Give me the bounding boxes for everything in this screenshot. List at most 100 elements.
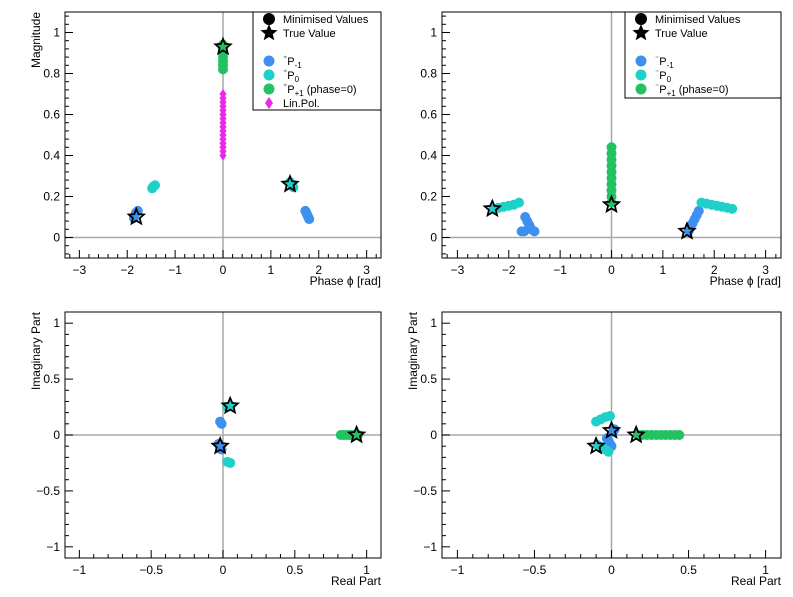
x-tick-label: 0 <box>220 263 227 277</box>
data-point-linpol <box>219 89 227 99</box>
x-tick-label: −2 <box>120 263 134 277</box>
true-value-star <box>586 435 606 455</box>
legend-label-minimised: Minimised Values <box>283 14 369 26</box>
data-point-pm1 <box>304 214 315 225</box>
legend-label-p0: ⁻P0 <box>655 68 672 84</box>
y-tick-label: 0.5 <box>43 372 60 386</box>
y-axis-title: Magnitude <box>29 12 43 68</box>
true-value-star <box>601 420 622 439</box>
data-point-pm1 <box>693 205 704 216</box>
x-tick-label: −0.5 <box>523 563 547 577</box>
data-point-p0 <box>150 180 161 191</box>
y-tick-label: 0 <box>53 231 60 245</box>
y-tick-label: 0.5 <box>420 372 437 386</box>
x-tick-label: 0 <box>608 563 615 577</box>
legend-box <box>624 11 782 99</box>
y-tick-label: 1 <box>430 26 437 40</box>
legend-label-linpol: Lin.Pol. <box>283 98 320 110</box>
legend-marker-p0 <box>263 69 275 81</box>
y-tick-label: −1 <box>46 540 60 554</box>
y-tick-label: 0 <box>53 428 60 442</box>
y-tick-label: −0.5 <box>413 484 437 498</box>
legend-marker-pm1 <box>635 55 647 67</box>
legend-marker-pm1 <box>263 55 275 67</box>
y-tick-label: 1 <box>53 316 60 330</box>
x-tick-label: −0.5 <box>139 563 163 577</box>
y-tick-label: 0.2 <box>43 190 60 204</box>
x-tick-label: 1 <box>363 563 370 577</box>
x-tick-label: 1 <box>762 563 769 577</box>
true-value-star <box>126 206 147 226</box>
data-point-p0 <box>225 457 236 468</box>
true-value-star <box>677 221 697 240</box>
y-tick-label: 0.6 <box>43 108 60 122</box>
legend-marker-minimised <box>263 13 275 25</box>
y-tick-label: 1 <box>53 26 60 40</box>
legend-marker-true <box>260 24 278 41</box>
legend-label-minimised: Minimised Values <box>655 14 741 26</box>
y-axis-title: Imaginary Part <box>406 311 420 390</box>
x-tick-label: 1 <box>660 263 667 277</box>
data-point-pp1 <box>218 39 228 50</box>
x-tick-label: −3 <box>451 263 465 277</box>
x-tick-label: 3 <box>762 263 769 277</box>
data-point-pm1 <box>215 416 226 427</box>
x-tick-label: −1 <box>73 563 87 577</box>
x-tick-label: −1 <box>553 263 567 277</box>
x-tick-label: −3 <box>73 263 87 277</box>
x-tick-label: 2 <box>711 263 718 277</box>
x-tick-label: −2 <box>502 263 516 277</box>
y-tick-label: 0 <box>430 231 437 245</box>
x-tick-label: 3 <box>363 263 370 277</box>
true-value-star <box>346 424 367 444</box>
y-tick-label: 0.8 <box>43 67 60 81</box>
true-value-star <box>213 36 233 56</box>
legend-marker-minimised <box>635 13 647 25</box>
x-tick-label: 0.5 <box>286 563 303 577</box>
true-value-star <box>210 435 230 455</box>
y-tick-label: 0.2 <box>420 190 437 204</box>
y-tick-label: 0.6 <box>420 108 437 122</box>
y-tick-label: 0.8 <box>420 67 437 81</box>
true-value-star <box>220 395 241 415</box>
data-point-pm1 <box>529 226 540 237</box>
x-tick-label: 2 <box>315 263 322 277</box>
legend-label-pm1: ⁻P-1 <box>655 54 674 70</box>
x-tick-label: 0 <box>608 263 615 277</box>
y-tick-label: 0 <box>430 428 437 442</box>
y-tick-label: 0.4 <box>420 149 437 163</box>
panel-top-right: −3 −2 −1 0 1 2 3 0 0.2 0.4 0.6 0.8 1 Phase ϕ [rad] Min… <box>420 11 782 288</box>
legend: Minimised Values True Value ⁻P-1⁻P0⁻P+1 (p… <box>624 11 782 99</box>
legend-label-true: True Value <box>655 28 708 40</box>
y-tick-label: −0.5 <box>36 484 60 498</box>
x-tick-label: 0.5 <box>680 563 697 577</box>
x-tick-label: −1 <box>168 263 182 277</box>
y-axis-title: Imaginary Part <box>29 311 43 390</box>
data-point-p0 <box>603 446 614 457</box>
data-point-p0 <box>604 410 615 421</box>
y-tick-label: 0.4 <box>43 149 60 163</box>
legend-marker-linpol <box>265 97 273 109</box>
x-axis-title: Real Part <box>731 574 782 588</box>
x-tick-label: 0 <box>220 563 227 577</box>
legend-label-pm1: ⁺P-1 <box>283 54 302 70</box>
data-point-pp1 <box>674 430 685 440</box>
true-value-star <box>280 173 300 193</box>
data-point-p0 <box>727 203 738 214</box>
y-tick-label: −1 <box>423 540 437 554</box>
legend: Minimised Values True Value ⁺P-1⁺P0⁺P+1 (p… <box>252 11 382 111</box>
data-point-pp1 <box>606 142 617 153</box>
true-value-star <box>601 194 622 214</box>
x-axis-title: Phase ϕ [rad] <box>310 274 381 288</box>
legend-marker-true <box>632 24 650 41</box>
x-axis-title: Real Part <box>331 574 382 588</box>
true-value-star <box>626 424 646 444</box>
legend-marker-p0 <box>635 69 647 81</box>
legend-label-pp1: ⁻P+1 (phase=0) <box>655 82 729 98</box>
x-tick-label: 1 <box>268 263 275 277</box>
x-tick-label: −1 <box>451 563 465 577</box>
panel-top-left: −3 −2 −1 0 1 2 3 0 0.2 0.4 0.6 0.8 1 Phase ϕ [rad] Mag… <box>29 11 382 288</box>
